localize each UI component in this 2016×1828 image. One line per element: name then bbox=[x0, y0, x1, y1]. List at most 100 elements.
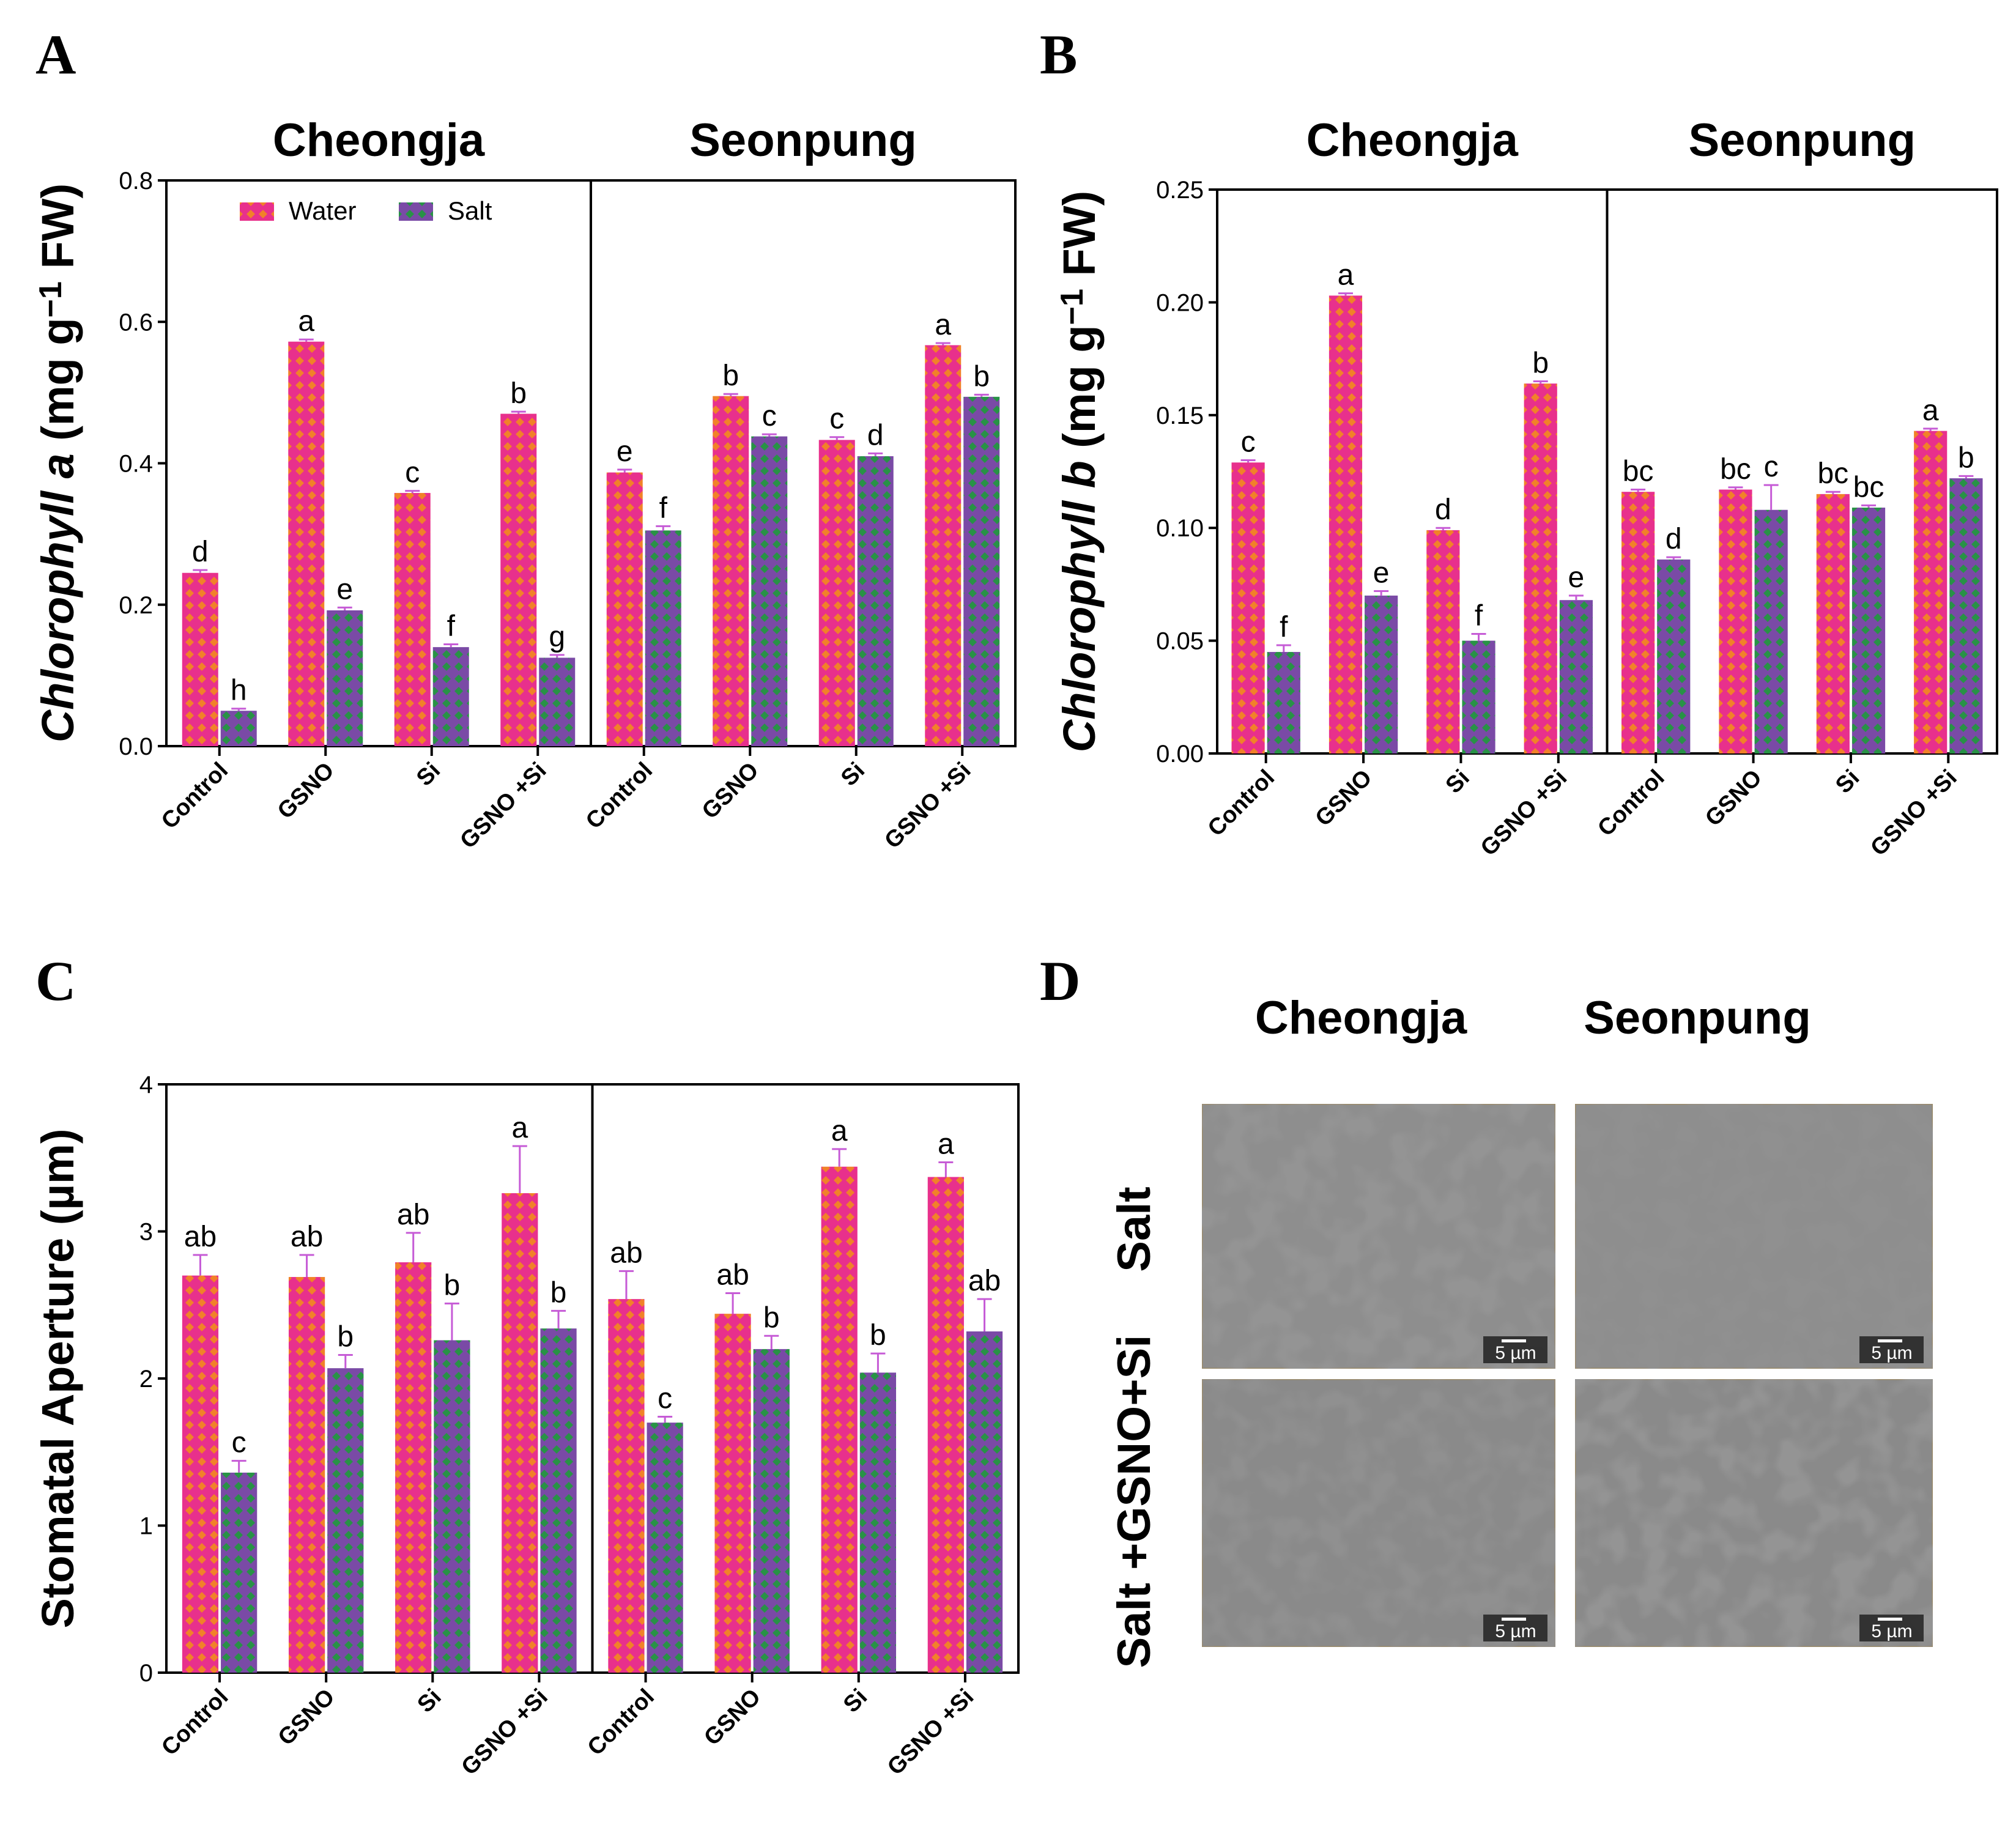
significance-letter: c bbox=[1241, 426, 1256, 459]
significance-letter: c bbox=[829, 403, 844, 435]
y-tick-label: 0.2 bbox=[119, 592, 153, 619]
x-category-label: Control bbox=[583, 1684, 659, 1761]
bar-salt bbox=[327, 1368, 364, 1673]
panel-letter-a: A bbox=[35, 23, 76, 86]
y-tick-label: 0.6 bbox=[119, 309, 153, 336]
significance-letter: e bbox=[617, 435, 633, 468]
x-category-label: Control bbox=[157, 1684, 233, 1761]
bar-water bbox=[394, 493, 431, 746]
micrograph-cheongja-salt: 5 µm bbox=[1201, 1103, 1557, 1370]
significance-letter: f bbox=[447, 610, 456, 643]
y-tick-label: 0.0 bbox=[119, 733, 153, 760]
significance-letter: b bbox=[1958, 442, 1974, 474]
panel-d-micrographs: Cheongja Seonpung Salt Salt +GSNO+Si 5 µ… bbox=[1108, 992, 1934, 1668]
y-tick-label: 0 bbox=[139, 1660, 153, 1687]
bar-water bbox=[288, 1277, 325, 1673]
panel-letter-b: B bbox=[1040, 23, 1077, 86]
x-category-label: Si bbox=[1441, 765, 1475, 799]
y-axis-label-part: FW) bbox=[1054, 191, 1105, 289]
significance-letter: c bbox=[405, 457, 420, 489]
bar-salt bbox=[859, 1372, 897, 1673]
significance-letter: ab bbox=[716, 1259, 749, 1292]
chart-chlorophyll-a: 0.0 0.2 0.4 0.6 0.8 Chlorophyll a (mg g−1 FW)… bbox=[32, 114, 1017, 854]
significance-letter: b bbox=[870, 1319, 886, 1352]
y-axis-label-part: (mg g bbox=[32, 317, 83, 453]
micrograph-cheongja-salt-gsno-si: 5 µm bbox=[1201, 1378, 1557, 1648]
significance-letter: a bbox=[1922, 394, 1939, 427]
bar-water bbox=[1231, 462, 1265, 753]
significance-letter: d bbox=[1435, 494, 1451, 526]
x-category-label: GSNO bbox=[273, 758, 339, 824]
significance-letter: a bbox=[511, 1112, 528, 1144]
significance-letter: e bbox=[1373, 557, 1390, 589]
cultivar-title: Seonpung bbox=[689, 114, 917, 166]
y-axis-label-part: −1 bbox=[1054, 289, 1090, 325]
bar-water bbox=[502, 1193, 538, 1673]
bar-salt bbox=[432, 647, 469, 746]
y-axis-label-part: Stomatal Aperture (µm) bbox=[32, 1129, 83, 1629]
panel-d-column-cheongja: Cheongja bbox=[1255, 992, 1467, 1044]
bar-water bbox=[1524, 383, 1557, 753]
bar-water bbox=[1426, 530, 1460, 753]
panel-d-column-seonpung: Seonpung bbox=[1584, 992, 1811, 1044]
bar-water bbox=[1329, 295, 1363, 753]
y-axis-label: Chlorophyll b (mg g−1 FW) bbox=[1054, 191, 1105, 752]
bar-water bbox=[500, 413, 537, 746]
significance-letter: ab bbox=[397, 1199, 429, 1231]
bar-water bbox=[1621, 492, 1655, 753]
significance-letter: a bbox=[935, 309, 951, 341]
significance-letter: ab bbox=[291, 1221, 323, 1253]
bar-salt bbox=[753, 1349, 790, 1673]
x-category-label: GSNO +Si bbox=[880, 758, 976, 854]
significance-letter: f bbox=[1475, 600, 1483, 632]
significance-letter: b bbox=[337, 1321, 354, 1353]
x-category-label: GSNO bbox=[1311, 765, 1377, 832]
bar-water bbox=[821, 1166, 858, 1673]
x-category-label: Control bbox=[1203, 765, 1280, 842]
x-category-label: GSNO +Si bbox=[1866, 765, 1962, 861]
bar-water bbox=[1914, 431, 1947, 753]
bar-salt bbox=[1462, 640, 1495, 753]
significance-letter: b bbox=[444, 1269, 461, 1301]
y-tick-label: 0.20 bbox=[1156, 289, 1204, 316]
y-axis-label-part: Chlorophyll b bbox=[1054, 461, 1105, 752]
y-tick-label: 0.00 bbox=[1156, 741, 1204, 768]
bar-water bbox=[1816, 494, 1850, 753]
y-tick-label: 0.4 bbox=[119, 451, 153, 478]
bar-salt bbox=[966, 1331, 1003, 1673]
significance-letter: g bbox=[549, 621, 565, 653]
y-tick-label: 1 bbox=[139, 1513, 153, 1540]
y-axis-label-part: −1 bbox=[33, 281, 69, 317]
bar-salt bbox=[1851, 508, 1886, 753]
significance-letter: b bbox=[722, 360, 739, 392]
micrograph-seonpung-salt-gsno-si: 5 µm bbox=[1574, 1378, 1934, 1648]
significance-letter: c bbox=[232, 1427, 246, 1459]
bar-salt bbox=[857, 456, 894, 746]
y-axis-label-part: Chlorophyll a bbox=[32, 453, 83, 742]
bar-salt bbox=[647, 1423, 683, 1673]
significance-letter: f bbox=[659, 492, 668, 524]
significance-letter: ab bbox=[968, 1265, 1001, 1297]
x-category-label: Control bbox=[157, 758, 233, 834]
y-tick-label: 0.10 bbox=[1156, 515, 1204, 542]
bar-water bbox=[608, 1299, 645, 1673]
bar-salt bbox=[434, 1340, 470, 1673]
chart-chlorophyll-b: 0.00 0.05 0.10 0.15 0.20 0.25 Chlorophyll b (m… bbox=[1054, 114, 1998, 861]
bar-water bbox=[713, 396, 749, 746]
significance-letter: b bbox=[1532, 347, 1549, 379]
significance-letter: bc bbox=[1817, 457, 1848, 490]
y-tick-label: 2 bbox=[139, 1366, 153, 1393]
panel-d-row-salt: Salt bbox=[1108, 1186, 1160, 1271]
x-category-label: Si bbox=[836, 758, 870, 791]
bar-salt bbox=[1949, 478, 1983, 753]
x-category-label: Si bbox=[413, 1684, 447, 1718]
significance-letter: d bbox=[867, 419, 884, 451]
x-category-label: GSNO +Si bbox=[1476, 765, 1572, 861]
x-category-label: GSNO bbox=[1700, 765, 1767, 832]
legend-swatch-salt bbox=[399, 202, 433, 221]
bar-water bbox=[182, 1275, 219, 1673]
x-category-label: Control bbox=[581, 758, 658, 834]
x-category-label: GSNO +Si bbox=[883, 1684, 979, 1780]
x-category-label: GSNO +Si bbox=[455, 758, 551, 854]
